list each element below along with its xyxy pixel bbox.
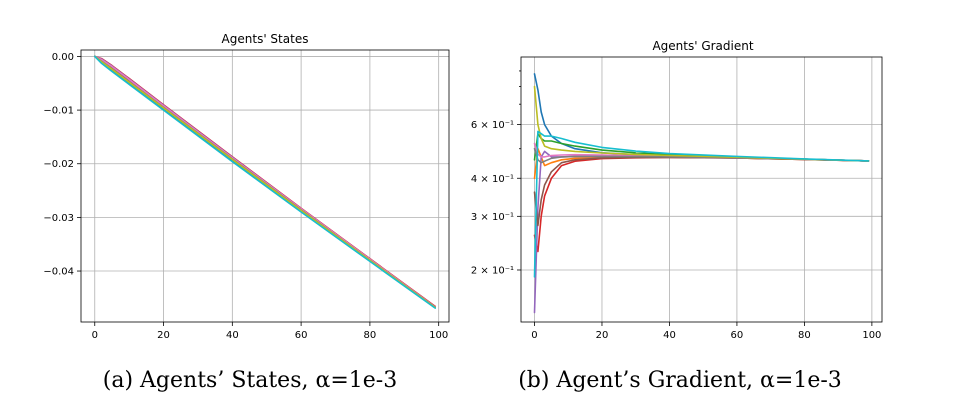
- gradient-y-tick-label: 4 × 10⁻¹: [471, 174, 514, 185]
- plot-area-states: 0 20 40 60 80 100 0.00 −0.01 −0.02 −0.03 −0.04: [43, 49, 450, 341]
- states-y-tick-label: −0.02: [43, 159, 74, 170]
- states-axes-frame: [80, 49, 450, 323]
- gradient-x-tick-label: 20: [596, 330, 609, 341]
- states-y-tick-label: −0.01: [43, 106, 74, 117]
- caption-states: (a) Agents’ States, α=1e-3: [103, 368, 397, 393]
- gradient-series-line-10: [533, 130, 870, 278]
- gradient-series-line-2: [533, 147, 870, 180]
- states-x-tick-label: 40: [226, 330, 239, 341]
- gradient-series-line-4: [533, 156, 870, 253]
- gradient-x-tick-label: 60: [731, 330, 744, 341]
- chart-panel-gradient: Agents' Gradient 0 20 40 60 80 100 2 × 10⁻¹ 3 ×…: [471, 39, 883, 393]
- caption-gradient: (b) Agent’s Gradient, α=1e-3: [518, 368, 842, 393]
- gradient-x-tick-label: 40: [663, 330, 676, 341]
- chart-title-gradient: Agents' Gradient: [652, 39, 753, 53]
- gradient-axes-frame: [520, 56, 883, 323]
- plot-area-gradient: 0 20 40 60 80 100 2 × 10⁻¹ 3 × 10⁻¹ 4 × 10⁻¹ 6 × …: [471, 56, 883, 341]
- chart-title-states: Agents' States: [222, 32, 309, 46]
- gradient-series-line-6: [533, 156, 870, 227]
- gradient-x-tick-label: 0: [531, 330, 537, 341]
- states-series-line-7: [94, 55, 437, 308]
- states-x-tick-label: 0: [92, 330, 98, 341]
- gradient-y-tick-label: 2 × 10⁻¹: [471, 265, 514, 276]
- states-y-tick-label: −0.04: [43, 267, 74, 278]
- states-y-tick-label: −0.03: [43, 213, 74, 224]
- states-x-tick-label: 80: [364, 330, 377, 341]
- states-x-tick-label: 20: [157, 330, 170, 341]
- chart-panel-states: Agents' States 0 20 40 60 80 100 0.00 −0.01 −0.0…: [43, 32, 450, 393]
- gradient-y-tick-label: 6 × 10⁻¹: [471, 120, 514, 131]
- states-series-line-9: [94, 55, 437, 309]
- states-x-tick-label: 60: [295, 330, 308, 341]
- gradient-y-tick-label: 3 × 10⁻¹: [471, 212, 514, 223]
- states-series-line-10: [94, 55, 437, 309]
- gradient-x-tick-label: 100: [862, 330, 881, 341]
- gradient-series-line-5: [533, 150, 870, 314]
- gradient-x-tick-label: 80: [798, 330, 811, 341]
- states-y-tick-label: 0.00: [52, 52, 74, 63]
- states-x-tick-label: 100: [429, 330, 448, 341]
